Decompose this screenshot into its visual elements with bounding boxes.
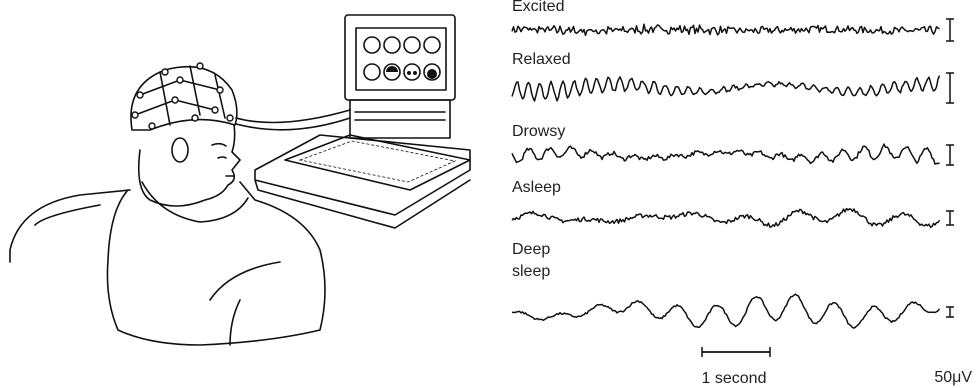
amplitude-bar [946, 307, 954, 317]
trace-label: Relaxed [512, 51, 571, 68]
amplitude-bar [946, 73, 954, 103]
eeg-trace [512, 209, 940, 228]
illustration [10, 15, 470, 345]
trace-label: Asleep [512, 179, 561, 196]
time-scale-label: 1 second [702, 370, 767, 387]
trace-label: sleep [512, 263, 550, 280]
trace-label: Deep [512, 241, 550, 258]
eeg-trace [512, 144, 940, 164]
voltage-scale-label: 50μV [934, 369, 972, 386]
trace-label: Excited [512, 0, 564, 15]
eeg-trace [512, 76, 940, 101]
eeg-trace [512, 294, 940, 328]
amplitude-bar [946, 211, 954, 225]
amplitude-bar [946, 19, 954, 41]
amplitude-bar [946, 145, 954, 165]
eeg-diagram: Excited Relaxed Drowsy Asleep Deep sleep 1 se… [0, 0, 976, 388]
trace-label: Drowsy [512, 123, 565, 140]
eeg-trace [512, 24, 940, 35]
